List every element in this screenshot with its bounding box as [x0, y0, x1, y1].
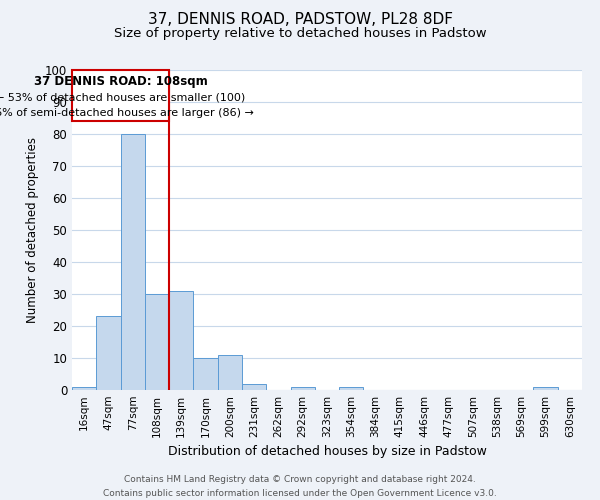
- X-axis label: Distribution of detached houses by size in Padstow: Distribution of detached houses by size …: [167, 446, 487, 458]
- Bar: [121, 134, 145, 390]
- Text: 37 DENNIS ROAD: 108sqm: 37 DENNIS ROAD: 108sqm: [34, 74, 208, 88]
- Bar: [242, 384, 266, 390]
- Y-axis label: Number of detached properties: Number of detached properties: [26, 137, 40, 323]
- Bar: [339, 387, 364, 390]
- Text: ← 53% of detached houses are smaller (100): ← 53% of detached houses are smaller (10…: [0, 92, 245, 102]
- Text: 46% of semi-detached houses are larger (86) →: 46% of semi-detached houses are larger (…: [0, 108, 254, 118]
- Bar: [145, 294, 169, 390]
- Bar: [290, 387, 315, 390]
- Bar: [96, 316, 121, 390]
- Bar: [218, 355, 242, 390]
- Text: 37, DENNIS ROAD, PADSTOW, PL28 8DF: 37, DENNIS ROAD, PADSTOW, PL28 8DF: [148, 12, 452, 28]
- Bar: [533, 387, 558, 390]
- Text: Contains HM Land Registry data © Crown copyright and database right 2024.
Contai: Contains HM Land Registry data © Crown c…: [103, 476, 497, 498]
- Text: Size of property relative to detached houses in Padstow: Size of property relative to detached ho…: [113, 28, 487, 40]
- Bar: [72, 387, 96, 390]
- Bar: [193, 358, 218, 390]
- Bar: [169, 291, 193, 390]
- FancyBboxPatch shape: [72, 70, 169, 121]
